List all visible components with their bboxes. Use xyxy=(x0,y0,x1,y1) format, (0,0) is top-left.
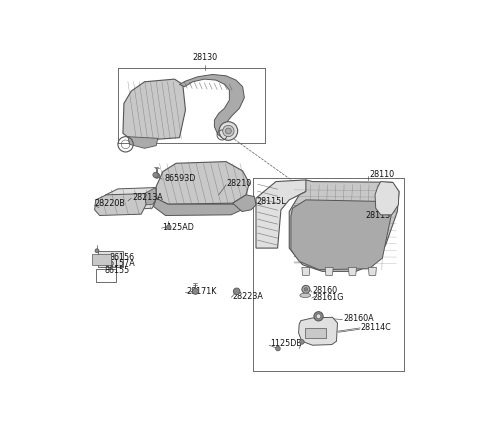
Ellipse shape xyxy=(300,293,311,298)
Text: 28210: 28210 xyxy=(226,179,252,188)
Polygon shape xyxy=(369,267,376,275)
Bar xyxy=(96,269,116,282)
Circle shape xyxy=(192,288,198,294)
Polygon shape xyxy=(348,267,357,275)
Polygon shape xyxy=(325,267,333,275)
Polygon shape xyxy=(256,180,311,248)
Polygon shape xyxy=(123,79,185,141)
Text: 28160A: 28160A xyxy=(343,314,374,323)
Circle shape xyxy=(304,288,308,291)
Text: 1125DB: 1125DB xyxy=(270,340,302,348)
Text: 86157A: 86157A xyxy=(105,259,135,268)
Text: 86593D: 86593D xyxy=(165,174,196,183)
Text: 28113: 28113 xyxy=(365,211,390,220)
Text: 28171K: 28171K xyxy=(186,287,216,296)
Bar xyxy=(98,251,123,267)
Circle shape xyxy=(316,314,321,319)
Circle shape xyxy=(153,172,158,178)
Text: 28130: 28130 xyxy=(193,54,218,63)
Circle shape xyxy=(233,288,240,295)
Polygon shape xyxy=(128,137,158,148)
Polygon shape xyxy=(103,187,157,211)
Bar xyxy=(305,328,326,338)
Polygon shape xyxy=(180,74,244,138)
Polygon shape xyxy=(302,267,310,275)
Bar xyxy=(92,254,110,265)
Text: 28161G: 28161G xyxy=(312,293,344,302)
Text: 28114C: 28114C xyxy=(360,324,391,333)
Circle shape xyxy=(167,225,171,229)
Polygon shape xyxy=(375,181,399,215)
Text: 28110: 28110 xyxy=(369,170,394,179)
Circle shape xyxy=(95,249,99,253)
Circle shape xyxy=(154,173,159,178)
Polygon shape xyxy=(233,195,256,212)
Polygon shape xyxy=(154,196,249,216)
Circle shape xyxy=(302,286,310,293)
Polygon shape xyxy=(95,194,146,216)
Text: 28223A: 28223A xyxy=(232,292,263,301)
Circle shape xyxy=(226,128,231,134)
Text: 86155: 86155 xyxy=(105,266,130,275)
Text: 1125AD: 1125AD xyxy=(162,222,194,232)
Polygon shape xyxy=(299,317,337,345)
Circle shape xyxy=(276,346,280,351)
Polygon shape xyxy=(144,187,157,205)
Circle shape xyxy=(223,125,234,137)
Text: 86156: 86156 xyxy=(109,253,135,262)
Text: 28220B: 28220B xyxy=(95,199,126,208)
Polygon shape xyxy=(289,180,399,271)
Text: 28115L: 28115L xyxy=(256,197,286,206)
Polygon shape xyxy=(156,162,249,204)
Circle shape xyxy=(314,311,323,321)
Polygon shape xyxy=(291,200,392,270)
Circle shape xyxy=(300,340,304,344)
Circle shape xyxy=(219,122,238,140)
Text: 28213A: 28213A xyxy=(132,193,163,202)
Text: 28160: 28160 xyxy=(312,286,337,295)
